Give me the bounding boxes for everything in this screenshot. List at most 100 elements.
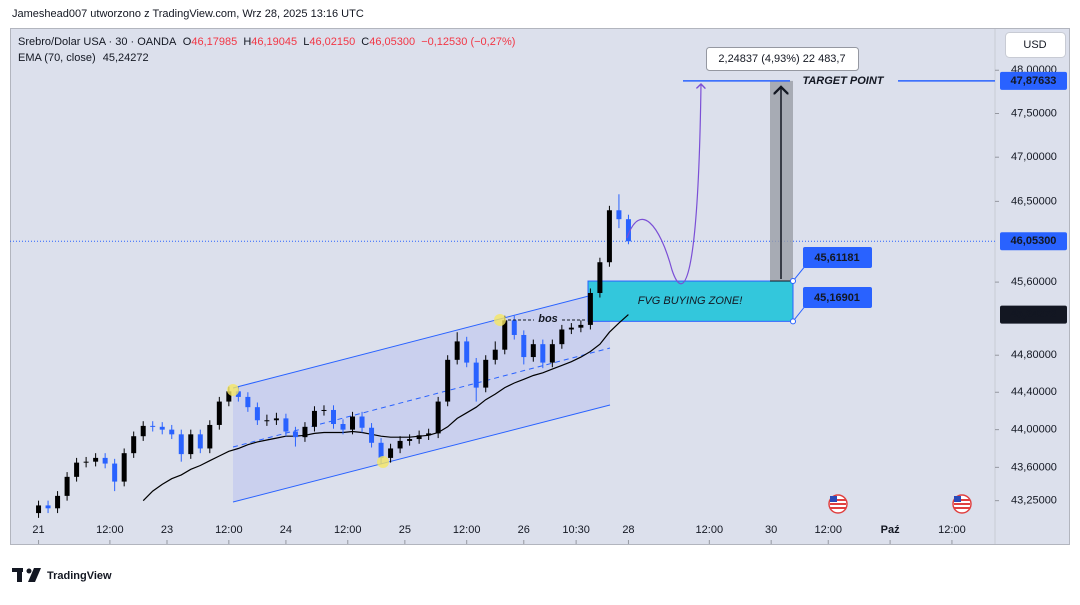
candle-body	[302, 426, 308, 438]
candle-body	[378, 442, 384, 458]
legend-value: 46,17985	[191, 36, 237, 48]
legend-key: O	[183, 36, 192, 48]
currency-button[interactable]	[1005, 32, 1066, 58]
ema-price-label: 45,24272	[1011, 309, 1057, 321]
candle-body	[369, 427, 375, 443]
candle-body	[188, 434, 194, 455]
candle-body	[235, 391, 241, 397]
candle-body	[483, 359, 489, 388]
candle-body	[140, 425, 146, 437]
candle-body	[597, 262, 603, 293]
y-tick-label: 44,00000	[1011, 424, 1057, 436]
x-tick-label: 24	[280, 524, 292, 536]
candle-body	[112, 463, 118, 482]
target-label: TARGET POINT	[802, 75, 884, 87]
x-tick-label: 28	[622, 524, 634, 536]
fvg-label: FVG BUYING ZONE!	[638, 295, 743, 307]
y-tick-label: 47,00000	[1011, 151, 1057, 163]
legend-line: EMA (70, close) 45,24272	[18, 52, 149, 64]
candle-body	[587, 292, 593, 325]
candle-body	[606, 210, 612, 263]
y-tick-label: 43,25000	[1011, 495, 1057, 507]
event-flag	[828, 494, 848, 514]
candle-body	[350, 416, 356, 430]
candle-body	[169, 429, 175, 435]
fvg-handle	[790, 318, 796, 325]
candle-body	[207, 424, 213, 449]
x-tick-label: 26	[518, 524, 530, 536]
x-tick-label: 12:00	[334, 524, 362, 536]
ema-price-label-box	[1000, 305, 1067, 324]
x-tick-label: 21	[32, 524, 44, 536]
fvg-price-box	[803, 247, 872, 268]
chart-frame	[10, 28, 1070, 545]
event-flag	[952, 494, 972, 514]
channel-fill	[233, 291, 610, 502]
x-tick-label: 12:00	[696, 524, 724, 536]
legend-key: C	[361, 36, 369, 48]
candle-body	[83, 461, 89, 463]
candle-body	[559, 329, 565, 345]
candle-body	[464, 341, 470, 363]
legend-key: H	[243, 36, 251, 48]
x-tick-label: 25	[399, 524, 411, 536]
fvg-zone	[587, 280, 794, 322]
y-tick-label: 47,50000	[1011, 107, 1057, 119]
fvg-price-label: 45,61181	[814, 252, 859, 264]
candle-body	[540, 344, 546, 363]
legend-value: 46,05300	[369, 36, 415, 48]
fvg-price-label: 45,16901	[814, 292, 860, 304]
measure-label: 2,24837 (4,93%) 22 483,7	[718, 53, 845, 65]
candle-body	[445, 359, 451, 402]
last-price-label: 46,05300	[1011, 235, 1057, 247]
candle-body	[121, 453, 127, 482]
currency-label[interactable]: USD	[1023, 39, 1046, 51]
legend-ema: EMA (70, close)	[18, 52, 96, 64]
logo	[12, 568, 41, 582]
candle-body	[55, 495, 61, 509]
x-tick-label: 12:00	[938, 524, 966, 536]
candle-body	[502, 320, 508, 350]
candle-body	[568, 327, 574, 330]
x-tick-label: 23	[161, 524, 173, 536]
candle-body	[292, 431, 298, 438]
y-tick-label: 44,80000	[1011, 349, 1057, 361]
candle-body	[407, 439, 413, 441]
candle-body	[492, 349, 498, 360]
x-tick-label: Paź	[881, 524, 900, 536]
candle-body	[530, 344, 536, 358]
candle-body	[416, 435, 422, 440]
candle-body	[150, 425, 156, 427]
candle-body	[264, 420, 270, 422]
candle-body	[74, 462, 80, 477]
pivot	[494, 314, 506, 326]
x-tick-label: 10:30	[562, 524, 590, 536]
fvg-price-box	[803, 287, 872, 308]
legend-value: 46,02150	[309, 36, 355, 48]
candle-body	[178, 434, 184, 455]
y-tick-label: 45,60000	[1011, 276, 1057, 288]
channel-lower	[232, 404, 611, 503]
candle-body	[359, 416, 365, 428]
legend-ema-value: 45,24272	[103, 52, 149, 64]
y-tick-label: 44,40000	[1011, 386, 1057, 398]
candle-body	[159, 426, 165, 430]
candle-body	[388, 448, 394, 458]
legend-key: L	[303, 36, 309, 48]
candle-body	[254, 407, 260, 421]
candle-body	[64, 476, 70, 496]
bos-label: bos	[538, 313, 558, 325]
watermark: TradingView	[47, 570, 112, 582]
candle-body	[521, 334, 527, 358]
candle-body	[36, 505, 42, 514]
target-price-label-box	[1000, 71, 1067, 90]
legend-symbol: Srebro/Dolar USA · 30 · OANDA	[18, 36, 177, 48]
candle-body	[197, 434, 203, 449]
candle-body	[226, 391, 232, 402]
candle-body	[283, 418, 289, 432]
header: Jameshead007 utworzono z TradingView.com…	[12, 8, 364, 20]
x-tick-label: 30	[765, 524, 777, 536]
candle-body	[131, 436, 137, 454]
